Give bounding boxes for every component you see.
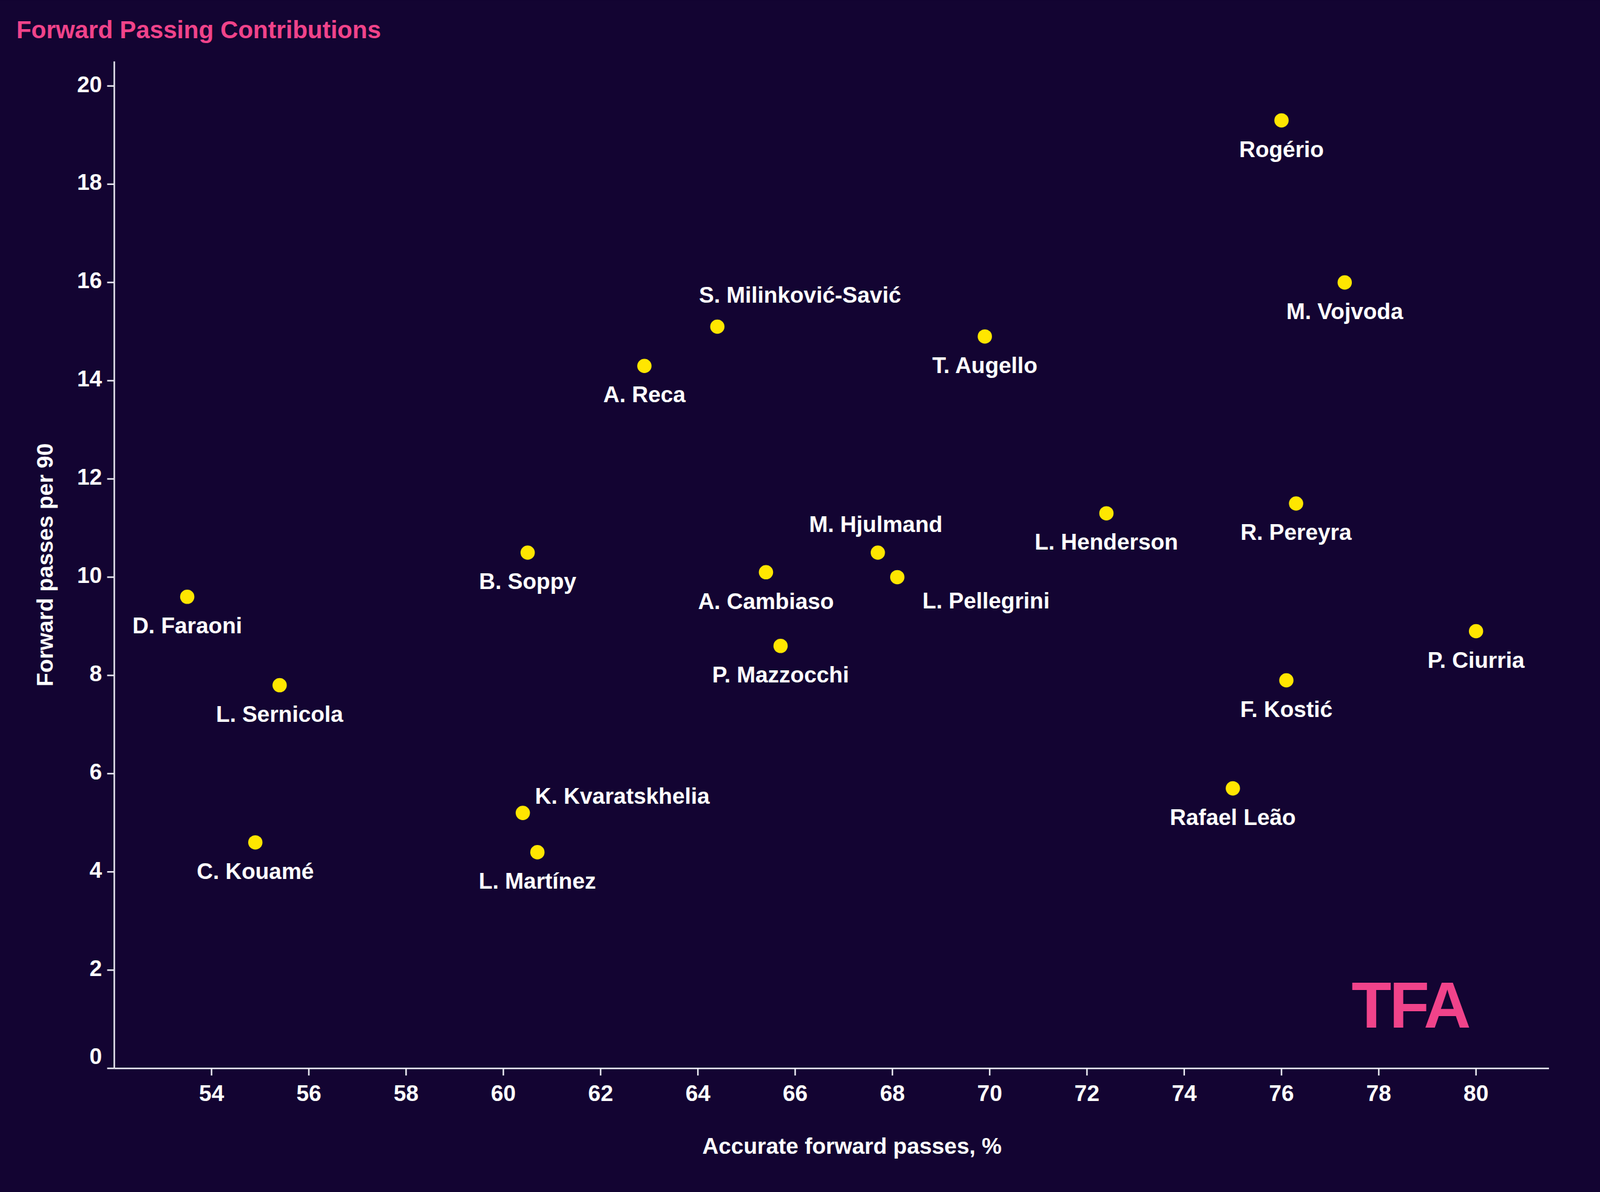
y-tick: [107, 183, 115, 186]
x-tick-label: 66: [782, 1081, 808, 1107]
x-tick: [794, 1068, 797, 1076]
x-tick: [891, 1068, 894, 1076]
point-label: A. Reca: [603, 382, 686, 408]
point-label: R. Pereyra: [1240, 519, 1352, 545]
point: [759, 565, 774, 581]
x-tick: [1377, 1068, 1380, 1076]
point: [180, 589, 195, 605]
point-label: L. Martínez: [478, 868, 596, 894]
y-tick-label: 2: [89, 956, 103, 982]
x-tick-label: 60: [490, 1081, 516, 1107]
y-tick-label: 16: [77, 268, 102, 294]
x-tick: [210, 1068, 213, 1076]
points: [180, 113, 1484, 860]
y-tick-label: 10: [77, 563, 102, 588]
point: [870, 545, 886, 561]
point: [530, 845, 545, 860]
point-label: M. Hjulmand: [808, 512, 943, 537]
point: [637, 359, 652, 374]
x-axis-label: Accurate forward passes, %: [702, 1134, 1002, 1159]
y-tick-label: 18: [77, 169, 102, 195]
y-tick-label: 4: [89, 857, 103, 883]
x-tick-label: 58: [393, 1081, 419, 1107]
x-tick-label: 74: [1171, 1081, 1198, 1107]
point: [1468, 624, 1484, 639]
y-tick: [107, 379, 115, 382]
point: [1337, 275, 1352, 291]
point: [520, 545, 536, 561]
y-tick: [107, 576, 115, 579]
point: [1288, 496, 1304, 511]
point-label: T. Augello: [931, 353, 1037, 379]
y-tick-label: 12: [77, 464, 102, 490]
y-tick: [107, 772, 115, 775]
point: [515, 805, 531, 821]
y-tick-label: 6: [89, 759, 103, 785]
x-tick-label: 70: [977, 1081, 1003, 1107]
x-tick: [1086, 1068, 1088, 1076]
y-axis: [113, 61, 116, 1069]
point: [977, 329, 993, 345]
point: [773, 638, 789, 654]
y-tick: [107, 84, 115, 87]
point: [1274, 113, 1289, 129]
x-tick-label: 76: [1268, 1081, 1294, 1107]
point-label: Rafael Leão: [1169, 805, 1297, 831]
point: [1099, 506, 1114, 521]
point-label: Rogério: [1238, 137, 1324, 163]
point: [709, 319, 725, 335]
point-label: A. Cambiaso: [697, 589, 834, 615]
y-tick: [107, 871, 115, 874]
x-tick-label: 78: [1366, 1081, 1392, 1107]
x-tick: [308, 1068, 311, 1076]
y-axis-label: Forward passes per 90: [32, 443, 58, 687]
point-label: P. Mazzocchi: [712, 662, 849, 688]
point-label: B. Soppy: [479, 569, 578, 595]
x-tick-label: 64: [685, 1081, 712, 1107]
title: Forward Passing Contributions: [16, 15, 382, 44]
x-tick: [697, 1068, 699, 1076]
x-axis: [114, 1067, 1550, 1070]
x-tick: [1475, 1068, 1477, 1076]
y-tick-label: 14: [77, 366, 103, 392]
y-tick-label: 8: [89, 661, 103, 687]
x-tick-label: 68: [879, 1081, 905, 1107]
logo: TFA: [1351, 968, 1470, 1042]
x-tick: [405, 1068, 408, 1076]
x-tick-label: 62: [587, 1081, 613, 1107]
point: [248, 835, 263, 851]
point-label: F. Kostić: [1240, 697, 1333, 723]
y-tick-label: 0: [89, 1044, 103, 1070]
x-tick: [1183, 1068, 1185, 1076]
x-tick: [989, 1068, 991, 1076]
x-tick: [1280, 1068, 1283, 1076]
point-label: K. Kvaratskhelia: [535, 783, 710, 809]
point-label: C. Kouamé: [196, 859, 314, 885]
point: [890, 570, 905, 585]
point-label: D. Faraoni: [132, 613, 243, 639]
y-tick: [107, 281, 115, 284]
x-tick-label: 72: [1074, 1081, 1100, 1107]
x-tick-label: 56: [296, 1081, 321, 1107]
y-tick-label: 20: [77, 72, 102, 98]
point-label: L. Sernicola: [216, 702, 344, 727]
point-label: P. Ciurria: [1427, 648, 1525, 673]
y-tick: [107, 1067, 115, 1070]
x-tick-label: 54: [199, 1081, 225, 1107]
point-label: M. Vojvoda: [1286, 299, 1404, 325]
background: [0, 0, 1600, 1192]
point-label: S. Milinković-Savić: [698, 282, 902, 308]
y-tick: [107, 674, 115, 677]
point: [1225, 781, 1241, 797]
x-tick: [600, 1068, 602, 1076]
point: [272, 678, 287, 693]
point: [1279, 673, 1294, 689]
x-tick-label: 80: [1463, 1081, 1489, 1107]
y-tick: [107, 969, 115, 972]
chart: Forward Passing Contributions02468101214…: [0, 0, 1600, 1192]
x-tick: [502, 1068, 505, 1076]
point-label: L. Henderson: [1034, 529, 1178, 555]
point-label: L. Pellegrini: [922, 588, 1050, 614]
y-tick: [107, 478, 115, 480]
